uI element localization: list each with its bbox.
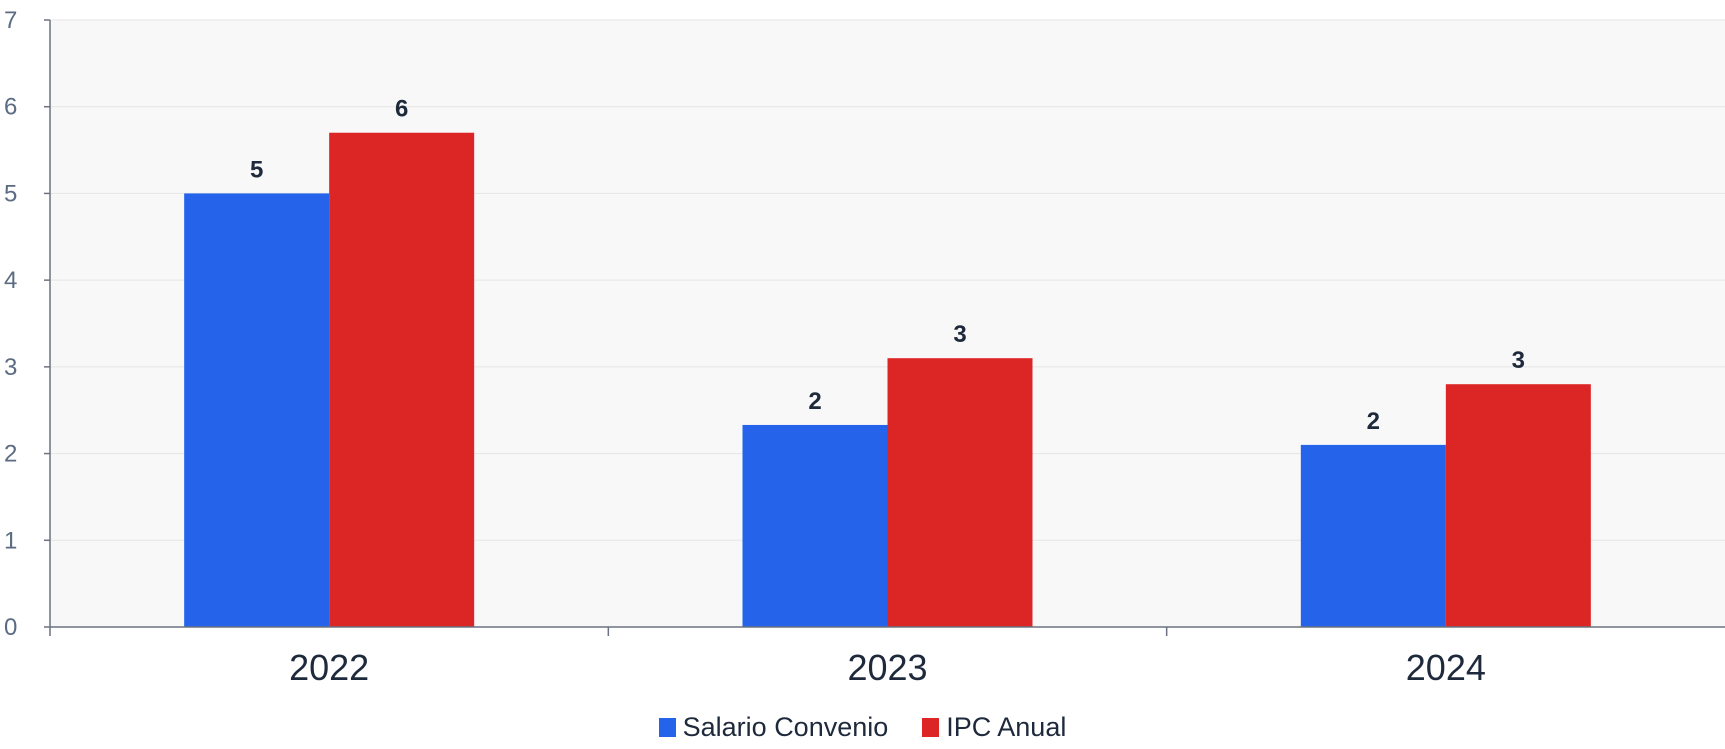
bar-2022-ipc[interactable] [329,132,475,627]
y-tick-label: 2 [4,441,17,468]
data-label: 3 [1512,347,1525,374]
y-axis: 0 1 2 3 4 5 6 7 [4,7,51,641]
x-tick-label: 2023 [847,647,927,688]
data-label: 3 [953,321,966,348]
bar-2023-ipc[interactable] [887,358,1033,627]
x-axis: 2022 2023 2024 [49,626,1725,688]
legend-swatch-blue [658,718,676,737]
y-tick-label: 5 [4,180,17,207]
data-labels: 5 6 2 3 2 3 [250,96,1525,435]
data-label: 6 [395,96,408,123]
data-label: 5 [250,156,263,183]
y-tick-label: 4 [4,267,17,294]
data-label: 2 [808,388,821,415]
bar-chart: 0 1 2 3 4 5 6 7 2022 2023 2024 5 6 2 3 2 3 [4,7,1725,688]
data-label: 2 [1367,408,1380,435]
legend-label: IPC Anual [946,712,1067,742]
x-tick-label: 2024 [1406,647,1486,688]
y-tick-label: 1 [4,527,17,554]
y-tick-label: 0 [4,614,17,641]
y-tick-label: 3 [4,354,17,381]
y-tick-label: 7 [4,7,17,34]
x-tick-label: 2022 [289,647,369,688]
bars [184,132,1591,627]
bar-2023-salario[interactable] [742,424,888,627]
legend-swatch-red [922,718,940,737]
bar-2024-ipc[interactable] [1445,384,1591,627]
legend: Salario Convenio IPC Anual [0,712,1725,743]
legend-item-salario[interactable]: Salario Convenio [658,712,889,743]
bar-2024-salario[interactable] [1300,444,1446,627]
y-tick-label: 6 [4,94,17,121]
legend-label: Salario Convenio [682,712,889,742]
legend-item-ipc[interactable]: IPC Anual [922,712,1066,743]
bar-2022-salario[interactable] [184,193,330,627]
